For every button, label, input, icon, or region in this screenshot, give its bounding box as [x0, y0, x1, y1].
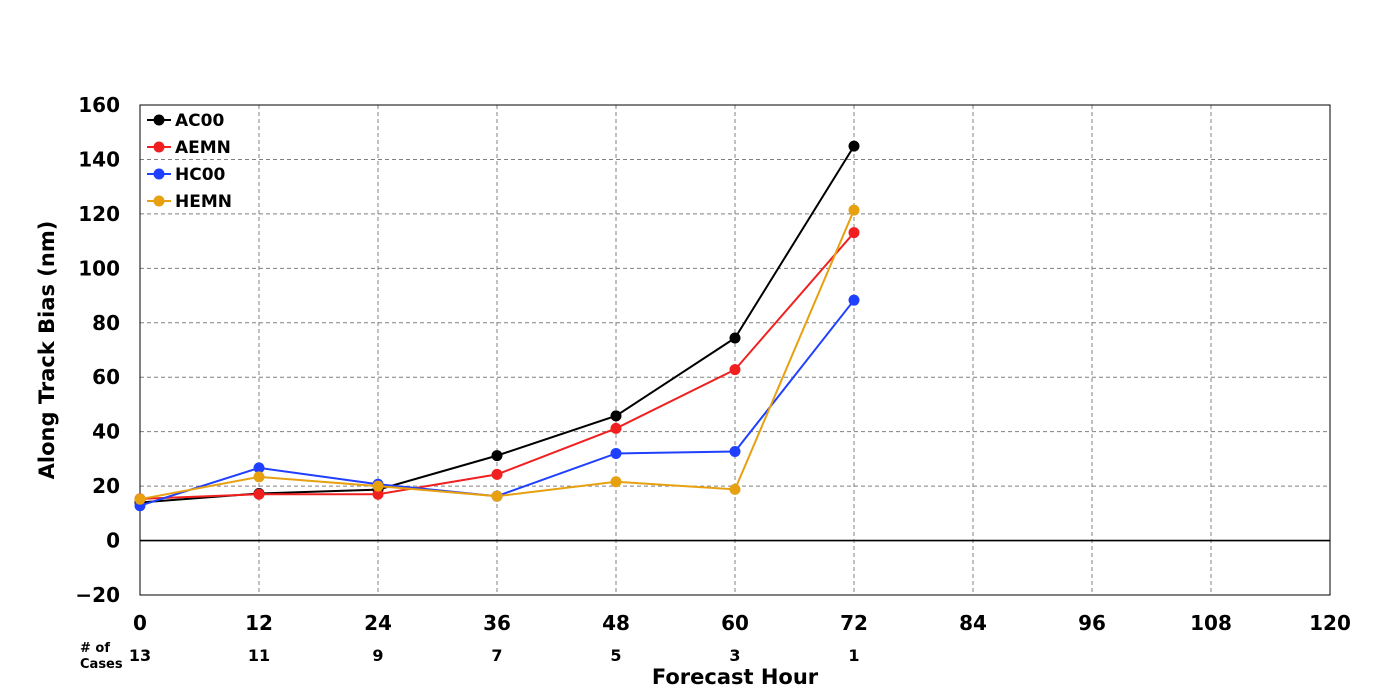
legend-entry-hemn: HEMN — [147, 192, 232, 212]
y-tick-label: 0 — [106, 529, 120, 553]
y-tick-label: 120 — [78, 202, 120, 226]
x-tick-label: 60 — [721, 611, 749, 635]
data-point-aemn — [848, 227, 860, 239]
y-tick-label: 80 — [92, 311, 120, 335]
legend-marker — [153, 168, 165, 180]
x-tick-label: 12 — [245, 611, 273, 635]
data-point-hemn — [848, 204, 860, 216]
legend-entry-hc00: HC00 — [147, 165, 226, 185]
data-point-hemn — [610, 476, 622, 488]
y-tick-label: 20 — [92, 474, 120, 498]
data-point-hemn — [491, 490, 503, 502]
case-count: 11 — [248, 646, 270, 665]
data-point-hc00 — [848, 294, 860, 306]
y-tick-label: 100 — [78, 256, 120, 280]
y-tick-label: −20 — [75, 583, 120, 607]
data-point-ac00 — [848, 140, 860, 152]
legend-entry-ac00: AC00 — [147, 111, 224, 131]
series-aemn — [134, 227, 860, 505]
case-count: 7 — [491, 646, 502, 665]
data-point-hemn — [134, 493, 146, 505]
x-tick-label: 120 — [1309, 611, 1351, 635]
case-count: 13 — [129, 646, 151, 665]
data-point-hemn — [729, 483, 741, 495]
data-point-aemn — [729, 364, 741, 376]
legend-entry-aemn: AEMN — [147, 138, 231, 158]
data-point-hc00 — [610, 447, 622, 459]
x-tick-label: 84 — [959, 611, 987, 635]
legend-label: AC00 — [175, 111, 224, 131]
data-point-ac00 — [610, 410, 622, 422]
y-tick-label: 60 — [92, 365, 120, 389]
plot-frame — [139, 104, 1331, 596]
grid-lines — [140, 105, 1330, 595]
legend-marker — [153, 141, 165, 153]
x-tick-label: 48 — [602, 611, 630, 635]
legend: AC00 AEMN HC00 HEMN — [147, 111, 232, 212]
data-point-hc00 — [729, 446, 741, 458]
data-point-aemn — [253, 488, 265, 500]
data-point-aemn — [372, 488, 384, 500]
x-axis-title: Forecast Hour — [652, 665, 819, 689]
legend-label: AEMN — [175, 138, 231, 158]
case-count: 3 — [729, 646, 740, 665]
x-tick-labels: 0 12 24 36 48 60 72 84 96 108 120 — [133, 611, 1351, 635]
x-tick-label: 36 — [483, 611, 511, 635]
y-tick-label: 40 — [92, 420, 120, 444]
data-point-ac00 — [729, 332, 741, 344]
x-tick-label: 108 — [1190, 611, 1232, 635]
data-point-aemn — [491, 468, 503, 480]
data-point-hemn — [372, 480, 384, 492]
x-tick-label: 72 — [840, 611, 868, 635]
series-layer — [134, 140, 860, 512]
case-count: 9 — [372, 646, 383, 665]
cases-header-line2: Cases — [80, 657, 123, 672]
y-tick-label: 140 — [78, 147, 120, 171]
data-point-aemn — [610, 422, 622, 434]
legend-marker — [153, 114, 165, 126]
data-point-hc00 — [253, 462, 265, 474]
data-point-ac00 — [491, 450, 503, 462]
y-tick-label: 160 — [78, 93, 120, 117]
case-count: 1 — [848, 646, 859, 665]
series-hemn — [134, 204, 860, 505]
data-point-hemn — [253, 471, 265, 483]
case-count: 5 — [610, 646, 621, 665]
cases-header-line1: # of — [80, 641, 110, 656]
legend-label: HC00 — [175, 165, 226, 185]
legend-marker — [153, 195, 165, 207]
y-axis-title: Along Track Bias (nm) — [35, 221, 59, 480]
x-tick-label: 24 — [364, 611, 392, 635]
x-tick-label: 0 — [133, 611, 147, 635]
legend-label: HEMN — [175, 192, 232, 212]
cases-row: # of Cases 13 11 9 7 5 3 1 — [80, 641, 860, 672]
x-tick-label: 96 — [1078, 611, 1106, 635]
y-tick-labels: −20 0 20 40 60 80 100 120 140 160 — [75, 93, 120, 607]
